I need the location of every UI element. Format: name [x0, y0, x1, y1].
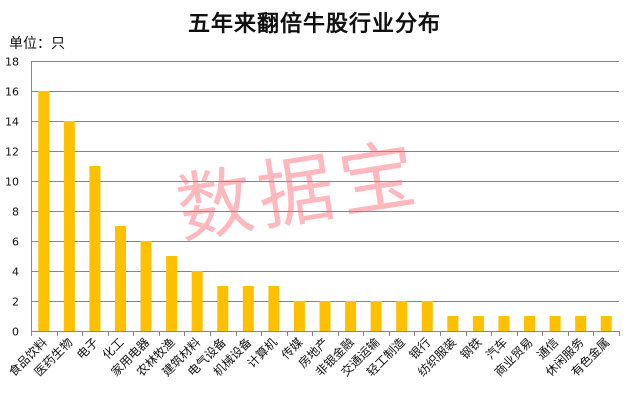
unit-label: 单位：只: [9, 36, 65, 52]
bar: [166, 256, 178, 331]
x-axis: [31, 61, 620, 336]
y-tick-label: 12: [5, 146, 19, 159]
x-tick-label: 电子: [74, 335, 101, 362]
bar: [191, 271, 203, 331]
bar: [447, 316, 459, 331]
bar: [140, 241, 152, 331]
x-tick-label: 钢铁: [458, 335, 485, 362]
y-tick-label: 16: [5, 86, 19, 99]
bar: [217, 286, 229, 331]
bar: [268, 286, 280, 331]
y-tick-label: 8: [12, 206, 19, 219]
bar: [498, 316, 510, 331]
bar: [38, 91, 50, 331]
x-axis-labels: 食品饮料医药生物电子化工家用电器农林牧渔建筑材料电气设备机械设备计算机传媒房地产…: [5, 335, 612, 380]
bar: [293, 301, 305, 331]
chart-title: 五年来翻倍牛股行业分布: [187, 11, 441, 37]
bar: [89, 166, 101, 331]
y-tick-label: 14: [5, 116, 19, 129]
bar: [396, 301, 408, 331]
bar: [63, 121, 75, 331]
bar: [242, 286, 254, 331]
bar: [345, 301, 357, 331]
y-tick-label: 4: [12, 266, 19, 279]
bar: [114, 226, 126, 331]
y-tick-label: 18: [5, 56, 19, 69]
bars: [38, 91, 612, 331]
bar: [472, 316, 484, 331]
y-tick-label: 10: [5, 176, 19, 189]
bar: [549, 316, 561, 331]
y-tick-label: 6: [12, 236, 19, 249]
y-axis-ticks: 0 2 4 6 8 10 12 14 16 18: [5, 56, 19, 339]
bar: [575, 316, 587, 331]
bar: [421, 301, 433, 331]
x-tick-label: 计算机: [244, 335, 280, 371]
bar: [370, 301, 382, 331]
y-tick-label: 2: [12, 296, 19, 309]
bar: [319, 301, 331, 331]
bar: [600, 316, 612, 331]
bar: [524, 316, 536, 331]
y-tick-label: 0: [12, 326, 19, 339]
